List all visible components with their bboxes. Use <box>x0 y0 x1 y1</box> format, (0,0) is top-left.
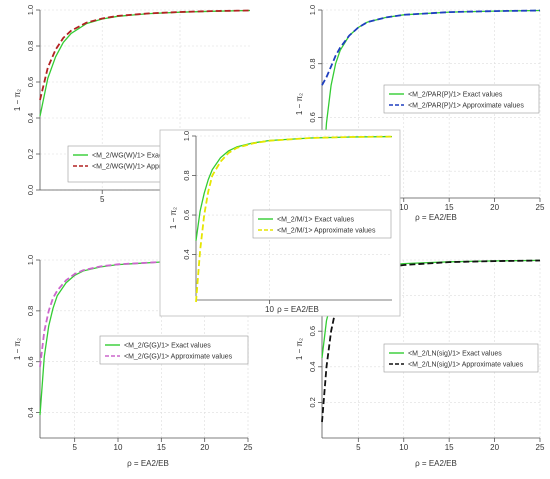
x-tick-label: 10 <box>114 443 123 452</box>
legend-box <box>383 343 539 373</box>
y-tick-label: 0.6 <box>308 112 317 122</box>
y-tick-label: 0.2 <box>26 149 35 159</box>
legend: <M_2/G(G)/1> Exact values <M_2/G(G)/1> Ap… <box>99 335 249 365</box>
y-tick-label: 1.0 <box>182 131 191 141</box>
x-tick-label: 20 <box>200 443 209 452</box>
y-tick-label: 0.4 <box>26 407 35 417</box>
y-tick-label: 0.6 <box>308 326 317 336</box>
legend-box <box>383 84 540 114</box>
x-tick-label: 10 <box>399 203 408 212</box>
y-tick-label: 0.8 <box>308 58 317 68</box>
y-tick-label: 0.8 <box>26 41 35 51</box>
y-axis-label: 1 − π₂ <box>295 338 304 360</box>
x-tick-label: 25 <box>244 443 253 452</box>
chart-panel-p3: 0.4 0.6 0.8 1.0 10 1 − π₂ ρ = EA2/EB <M_2/M/1> … <box>159 129 401 317</box>
y-tick-label: 0.8 <box>182 170 191 180</box>
x-axis-label: ρ = EA2/EB <box>127 459 169 468</box>
x-tick-label: 15 <box>157 443 166 452</box>
x-axis-label: ρ = EA2/EB <box>277 305 319 314</box>
legend-entry: <M_2/PAR(P)/1> Exact values <box>408 92 503 99</box>
x-tick-label: 10 <box>399 443 408 452</box>
legend: <M_2/LN(sig)/1> Exact values <M_2/LN(sig)… <box>383 343 539 373</box>
y-tick-label: 0.6 <box>26 77 35 87</box>
legend-box <box>252 209 392 239</box>
x-tick-label: 5 <box>356 443 361 452</box>
x-tick-label: 5 <box>72 443 77 452</box>
legend: <M_2/PAR(P)/1> Exact values <M_2/PAR(P)/1… <box>383 84 540 114</box>
x-axis-label: ρ = EA2/EB <box>415 213 457 222</box>
series-line-approximate <box>39 9 251 101</box>
series-line-approximate <box>321 9 541 86</box>
y-tick-label: 1.0 <box>26 255 35 265</box>
y-tick-label: 0.6 <box>26 356 35 366</box>
legend-entry: <M_2/WG(W)/1> Approximate values <box>92 164 208 171</box>
y-tick-label: 1.0 <box>308 5 317 15</box>
x-tick-label: 25 <box>536 203 545 212</box>
x-tick-label: 5 <box>100 195 105 204</box>
y-tick-label: 0.4 <box>308 362 317 372</box>
y-axis-label: 1 − π₂ <box>295 93 304 115</box>
x-tick-label: 15 <box>445 203 454 212</box>
y-tick-label: 0.0 <box>26 185 35 195</box>
legend: <M_2/M/1> Exact values <M_2/M/1> Approxim… <box>252 209 392 239</box>
y-axis-label: 1 − π₂ <box>13 89 22 111</box>
y-axis-label: 1 − π₂ <box>13 338 22 360</box>
x-axis-label: ρ = EA2/EB <box>415 459 457 468</box>
y-tick-label: 0.4 <box>182 249 191 259</box>
legend-box <box>99 335 249 365</box>
x-tick-label: 15 <box>445 443 454 452</box>
legend-entry: <M_2/M/1> Exact values <box>277 217 355 224</box>
legend-entry: <M_2/PAR(P)/1> Approximate values <box>408 103 524 110</box>
y-tick-label: 0.8 <box>26 306 35 316</box>
y-tick-label: 0.2 <box>308 397 317 407</box>
legend-entry: <M_2/G(G)/1> Approximate values <box>124 354 233 361</box>
legend-entry: <M_2/LN(sig)/1> Approximate values <box>408 362 524 369</box>
x-tick-label: 25 <box>536 443 545 452</box>
x-tick-label: 20 <box>490 443 499 452</box>
legend-entry: <M_2/M/1> Approximate values <box>277 228 376 235</box>
legend-entry: <M_2/G(G)/1> Exact values <box>124 343 211 350</box>
y-tick-label: 0.4 <box>26 113 35 123</box>
legend-entry: <M_2/WG(W)/1> Exact values <box>92 153 187 160</box>
y-axis-label: 1 − π₂ <box>169 207 178 229</box>
legend-entry: <M_2/LN(sig)/1> Exact values <box>408 351 502 358</box>
series-line-approximate <box>195 135 393 303</box>
x-tick-label: 20 <box>490 203 499 212</box>
y-tick-label: 1.0 <box>26 5 35 15</box>
x-tick-label: 10 <box>265 305 274 314</box>
y-tick-label: 0.6 <box>182 210 191 220</box>
